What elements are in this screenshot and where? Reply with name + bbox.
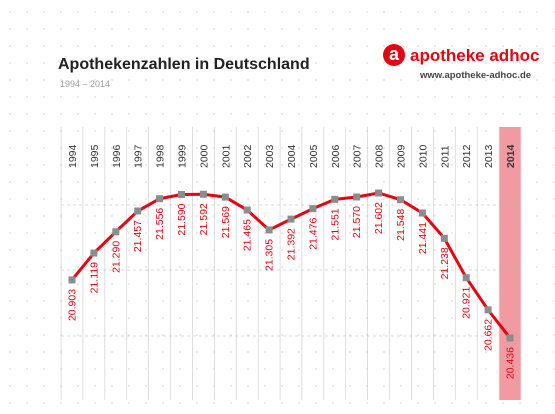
chart-title: Apothekenzahlen in Deutschland (58, 56, 310, 73)
year-label-2011: 2011 (439, 145, 451, 168)
value-label-2001: 21.569 (220, 206, 232, 238)
value-label-2003: 21.305 (264, 239, 276, 271)
year-label-2009: 2009 (396, 144, 408, 168)
year-label-2006: 2006 (330, 144, 342, 168)
value-label-2002: 21.465 (242, 219, 254, 251)
data-point-2013 (484, 306, 492, 314)
data-point-2007 (353, 193, 361, 201)
data-point-2001 (221, 193, 229, 201)
value-label-2014: 20.436 (505, 347, 517, 379)
year-label-1999: 1999 (177, 144, 189, 168)
data-point-2008 (375, 189, 383, 197)
year-label-1995: 1995 (89, 144, 101, 168)
brand-url: www.apotheke-adhoc.de (420, 70, 532, 81)
data-point-2004 (287, 215, 295, 223)
year-label-2003: 2003 (264, 144, 276, 168)
year-label-1994: 1994 (67, 144, 79, 168)
value-label-2004: 21.392 (286, 228, 298, 260)
value-label-1999: 21.590 (176, 203, 188, 235)
year-label-2014: 2014 (505, 144, 517, 168)
chart-subtitle: 1994 – 2014 (60, 79, 111, 89)
brand-logo-icon: a (383, 44, 405, 66)
year-label-1998: 1998 (155, 144, 167, 168)
value-label-2005: 21.476 (307, 218, 319, 250)
value-label-2008: 21.602 (373, 202, 385, 234)
data-point-2006 (331, 195, 339, 203)
year-label-2012: 2012 (461, 144, 473, 168)
data-point-2011 (440, 234, 448, 242)
data-point-1996 (112, 228, 120, 236)
year-label-2007: 2007 (352, 144, 364, 168)
value-label-2000: 21.592 (198, 203, 210, 235)
value-label-2007: 21.570 (351, 206, 363, 238)
value-label-1995: 21.119 (88, 262, 100, 293)
value-label-1994: 20.903 (67, 289, 79, 321)
data-point-2005 (309, 205, 317, 213)
value-label-1997: 21.457 (132, 220, 144, 252)
year-label-2010: 2010 (417, 144, 429, 168)
year-label-2002: 2002 (242, 144, 254, 168)
data-point-2010 (418, 209, 426, 217)
data-point-1995 (90, 249, 98, 257)
data-point-1998 (156, 195, 164, 203)
data-point-2003 (265, 226, 273, 234)
data-point-2012 (462, 274, 470, 282)
data-point-2009 (397, 196, 404, 204)
value-label-2009: 21.548 (395, 209, 407, 241)
data-point-2014 (506, 334, 514, 342)
year-label-2008: 2008 (374, 144, 386, 168)
data-point-2000 (199, 190, 207, 198)
year-label-2001: 2001 (220, 144, 232, 168)
year-label-2013: 2013 (483, 144, 495, 168)
data-point-1999 (178, 190, 185, 198)
brand-block: a apotheke adhoc www.apotheke-adhoc.de (375, 40, 539, 90)
value-label-2013: 20.662 (483, 319, 495, 351)
value-label-2006: 21.551 (329, 208, 341, 240)
year-label-2005: 2005 (308, 144, 320, 168)
data-point-2002 (243, 206, 251, 214)
value-label-1996: 21.290 (110, 241, 122, 273)
data-point-1997 (134, 207, 142, 215)
year-label-1996: 1996 (111, 144, 123, 168)
brand-name: apotheke adhoc (410, 46, 540, 65)
year-label-2004: 2004 (286, 144, 298, 168)
value-label-2012: 20.921 (461, 287, 473, 319)
value-label-2010: 21.441 (417, 222, 429, 254)
year-label-1997: 1997 (133, 144, 145, 168)
value-label-1998: 21.556 (154, 208, 166, 240)
year-label-2000: 2000 (198, 144, 210, 168)
value-label-2011: 21.238 (439, 247, 451, 279)
data-point-1994 (68, 276, 76, 284)
